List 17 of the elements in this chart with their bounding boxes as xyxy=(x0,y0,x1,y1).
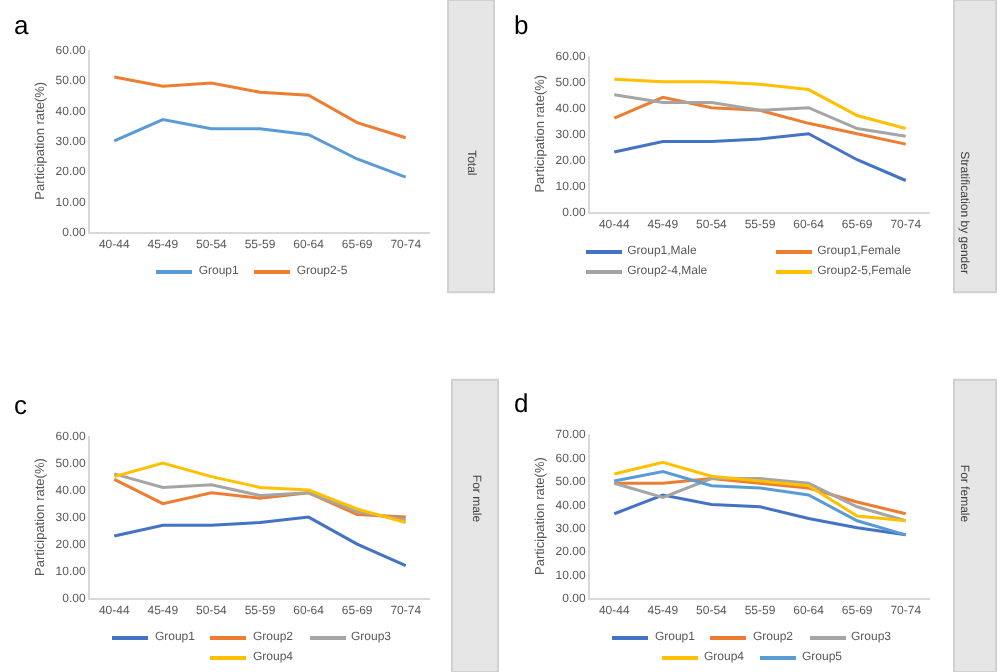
line-series xyxy=(112,118,408,179)
line-series xyxy=(612,93,908,138)
chart-title: c xyxy=(14,390,28,420)
line-series xyxy=(612,95,908,146)
chart-title: a xyxy=(14,10,30,40)
line-series xyxy=(612,493,908,537)
line-series xyxy=(112,75,408,140)
line-series xyxy=(112,461,408,525)
chart-title: d xyxy=(514,388,529,418)
line-series xyxy=(612,477,908,523)
line-series xyxy=(612,470,908,537)
line-series xyxy=(612,460,908,523)
line-series xyxy=(612,132,908,182)
line-series xyxy=(612,77,908,131)
chart-title: b xyxy=(514,10,529,40)
line-series xyxy=(612,477,908,516)
line-series xyxy=(112,515,408,568)
